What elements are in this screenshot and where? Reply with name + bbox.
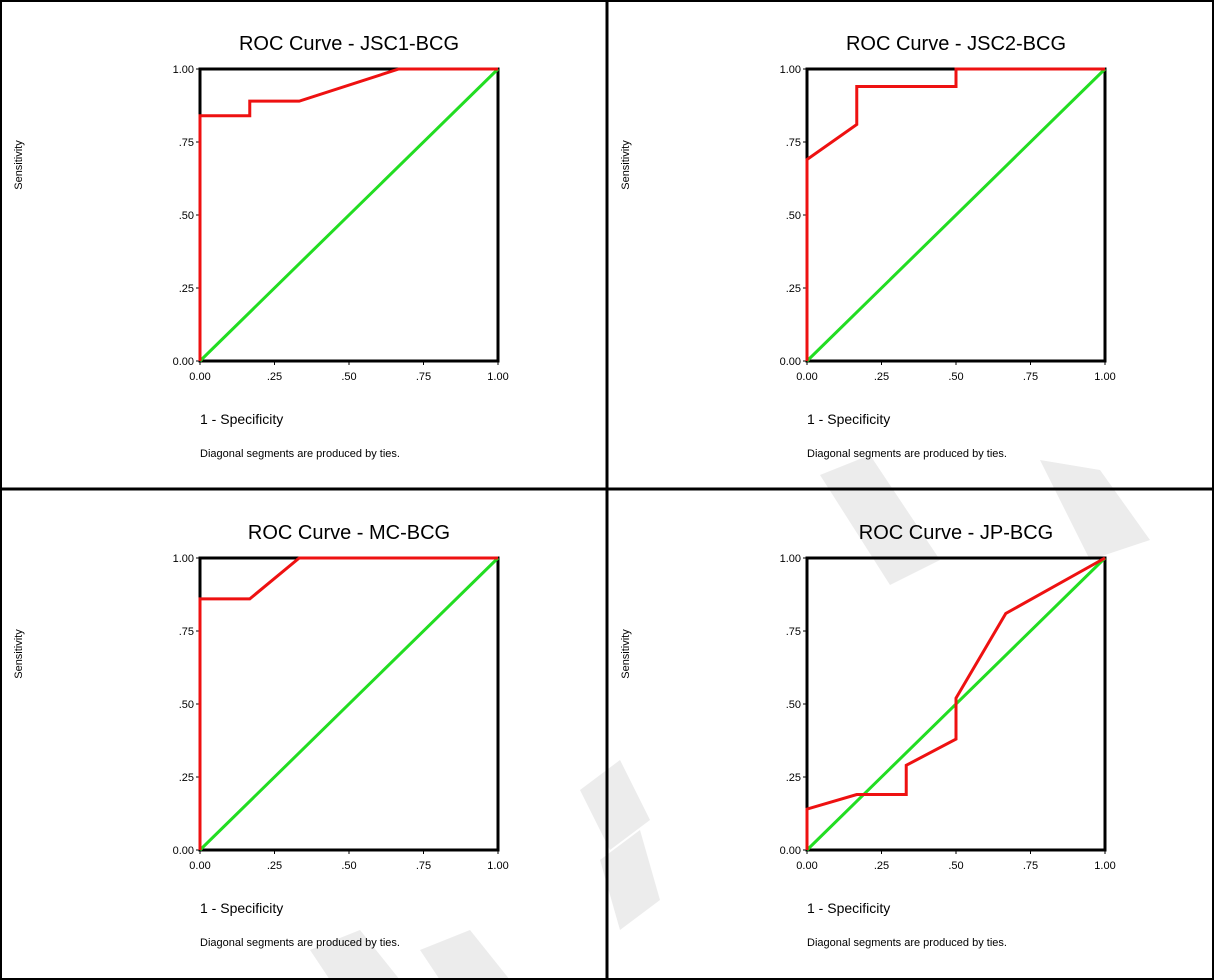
y-tick-label: .25 bbox=[786, 283, 801, 295]
x-axis-label: 1 - Specificity bbox=[807, 411, 890, 427]
x-tick-label: .75 bbox=[416, 371, 431, 383]
roc-curve-line bbox=[805, 556, 1106, 850]
y-tick-label: .75 bbox=[179, 626, 194, 638]
panel: ROC Curve - MC-BCG Sensitivity 0.00 .25 .50.… bbox=[2, 491, 607, 978]
roc-chart: ROC Curve - JP-BCG Sensitivity 0.00 .25 .50.… bbox=[620, 522, 1116, 949]
y-tick-label: .75 bbox=[179, 137, 194, 149]
x-tick-label: 0.00 bbox=[796, 860, 817, 872]
roc-chart: ROC Curve - JSC1-BCG Sensitivity 0.00 .25 .5… bbox=[13, 33, 509, 460]
x-tick-label: .50 bbox=[948, 860, 963, 872]
roc-curve-line bbox=[198, 556, 498, 850]
x-axis-label: 1 - Specificity bbox=[200, 900, 283, 916]
y-tick-label: .25 bbox=[786, 772, 801, 784]
x-tick-label: 1.00 bbox=[1094, 371, 1115, 383]
y-tick-label: .50 bbox=[179, 210, 194, 222]
x-tick-label: 0.00 bbox=[189, 371, 210, 383]
y-tick-label: 1.00 bbox=[780, 64, 801, 76]
y-tick-label: .25 bbox=[179, 772, 194, 784]
x-tick-label: 0.00 bbox=[189, 860, 210, 872]
footnote: Diagonal segments are produced by ties. bbox=[200, 937, 400, 949]
y-tick-label: .50 bbox=[786, 699, 801, 711]
footnote: Diagonal segments are produced by ties. bbox=[807, 937, 1007, 949]
x-tick-label: .75 bbox=[1023, 860, 1038, 872]
y-tick-label: 1.00 bbox=[173, 64, 194, 76]
y-axis-label: Sensitivity bbox=[13, 629, 25, 679]
roc-chart: ROC Curve - MC-BCG Sensitivity 0.00 .25 .50.… bbox=[13, 522, 509, 949]
footnote: Diagonal segments are produced by ties. bbox=[807, 448, 1007, 460]
roc-curve-line bbox=[805, 67, 1105, 361]
y-tick-label: .25 bbox=[179, 283, 194, 295]
y-tick-label: 1.00 bbox=[780, 553, 801, 565]
x-tick-label: .25 bbox=[267, 371, 282, 383]
reference-line bbox=[198, 67, 500, 363]
x-tick-label: .25 bbox=[874, 860, 889, 872]
panel: ROC Curve - JSC2-BCG Sensitivity 0.00 .25 .5… bbox=[609, 2, 1214, 489]
footnote: Diagonal segments are produced by ties. bbox=[200, 448, 400, 460]
chart-title: ROC Curve - JSC1-BCG bbox=[239, 33, 459, 55]
reference-line bbox=[198, 556, 500, 852]
y-tick-label: .50 bbox=[786, 210, 801, 222]
chart-title: ROC Curve - JSC2-BCG bbox=[846, 33, 1066, 55]
y-tick-label: 0.00 bbox=[780, 845, 801, 857]
x-tick-label: .25 bbox=[267, 860, 282, 872]
x-tick-label: .75 bbox=[1023, 371, 1038, 383]
x-tick-label: .75 bbox=[416, 860, 431, 872]
roc-curve-line bbox=[198, 67, 498, 361]
x-tick-label: 0.00 bbox=[796, 371, 817, 383]
y-tick-label: 1.00 bbox=[173, 553, 194, 565]
panel: ROC Curve - JSC1-BCG Sensitivity 0.00 .25 .5… bbox=[2, 2, 607, 489]
panel: ROC Curve - JP-BCG Sensitivity 0.00 .25 .50.… bbox=[609, 491, 1214, 978]
x-tick-label: 1.00 bbox=[1094, 860, 1115, 872]
y-axis-label: Sensitivity bbox=[620, 629, 632, 679]
y-tick-label: 0.00 bbox=[173, 356, 194, 368]
y-tick-label: .75 bbox=[786, 137, 801, 149]
chart-title: ROC Curve - JP-BCG bbox=[859, 522, 1053, 544]
x-tick-label: 1.00 bbox=[487, 371, 508, 383]
y-tick-label: .75 bbox=[786, 626, 801, 638]
y-axis-label: Sensitivity bbox=[620, 140, 632, 190]
x-tick-label: 1.00 bbox=[487, 860, 508, 872]
reference-line bbox=[805, 67, 1107, 363]
y-tick-label: 0.00 bbox=[780, 356, 801, 368]
x-tick-label: .25 bbox=[874, 371, 889, 383]
x-tick-label: .50 bbox=[341, 860, 356, 872]
y-tick-label: 0.00 bbox=[173, 845, 194, 857]
x-tick-label: .50 bbox=[948, 371, 963, 383]
chart-title: ROC Curve - MC-BCG bbox=[248, 522, 450, 544]
x-axis-label: 1 - Specificity bbox=[807, 900, 890, 916]
x-axis-label: 1 - Specificity bbox=[200, 411, 283, 427]
x-tick-label: .50 bbox=[341, 371, 356, 383]
y-axis-label: Sensitivity bbox=[13, 140, 25, 190]
y-tick-label: .50 bbox=[179, 699, 194, 711]
roc-chart: ROC Curve - JSC2-BCG Sensitivity 0.00 .25 .5… bbox=[620, 33, 1116, 460]
